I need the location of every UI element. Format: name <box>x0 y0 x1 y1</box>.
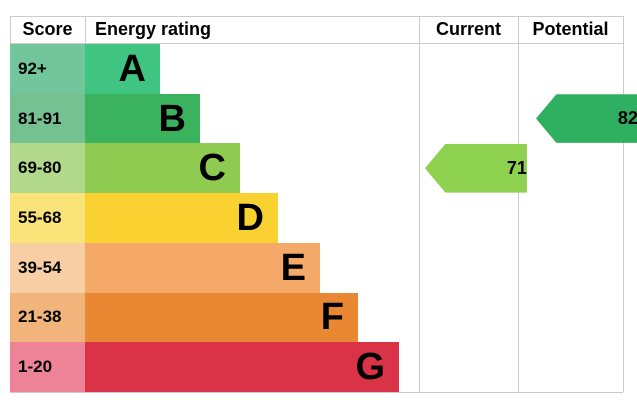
grade-letter-b: B <box>158 97 186 140</box>
score-range-c: 69-80 <box>10 143 85 194</box>
grade-letter-g: G <box>355 346 385 389</box>
grade-letter-e: E <box>280 246 306 289</box>
score-range-b: 81-91 <box>10 93 85 144</box>
header-left-border <box>10 16 11 43</box>
band-row-d: 55-68 D <box>10 193 278 243</box>
rating-bar-d: D <box>85 193 278 243</box>
score-column-divider <box>85 16 86 43</box>
band-row-c: 69-80 C <box>10 143 240 194</box>
rating-bar-e: E <box>85 242 320 293</box>
header-top-border <box>10 16 623 17</box>
rating-bar-a: A <box>85 44 160 94</box>
grade-letter-c: C <box>198 147 226 190</box>
current-column-divider <box>419 16 420 392</box>
score-range-g: 1-20 <box>10 342 85 392</box>
rating-bar-f: F <box>85 292 358 343</box>
table-bottom-border <box>10 392 623 393</box>
score-column-header: Score <box>22 19 73 39</box>
current-rating-arrow: 71 C <box>425 143 527 193</box>
table-right-border <box>623 16 624 392</box>
potential-value: 82 <box>617 108 637 129</box>
score-range-f: 21-38 <box>10 292 85 343</box>
header-bottom-border <box>10 43 623 44</box>
current-grade: C <box>533 157 547 178</box>
potential-column-divider <box>518 16 519 392</box>
current-column-header: Current <box>435 19 501 39</box>
rating-bar-b: B <box>85 93 200 144</box>
rating-bar-c: C <box>85 143 240 194</box>
band-row-a: 92+ A <box>10 44 160 94</box>
band-row-f: 21-38 F <box>10 292 358 343</box>
energy-rating-header: Energy rating <box>95 19 212 39</box>
rating-bar-g: G <box>85 342 399 392</box>
score-range-a: 92+ <box>10 44 85 94</box>
score-range-d: 55-68 <box>10 193 85 243</box>
potential-column-header: Potential <box>532 19 609 39</box>
band-row-g: 1-20 G <box>10 342 399 392</box>
current-value: 71 <box>506 157 527 178</box>
potential-rating-arrow: 82B <box>536 94 637 143</box>
band-row-b: 81-91 B <box>10 93 200 144</box>
band-row-e: 39-54 E <box>10 242 320 293</box>
grade-letter-a: A <box>118 47 146 90</box>
grade-letter-f: F <box>320 296 344 339</box>
grade-letter-d: D <box>236 196 264 239</box>
score-range-e: 39-54 <box>10 242 85 293</box>
